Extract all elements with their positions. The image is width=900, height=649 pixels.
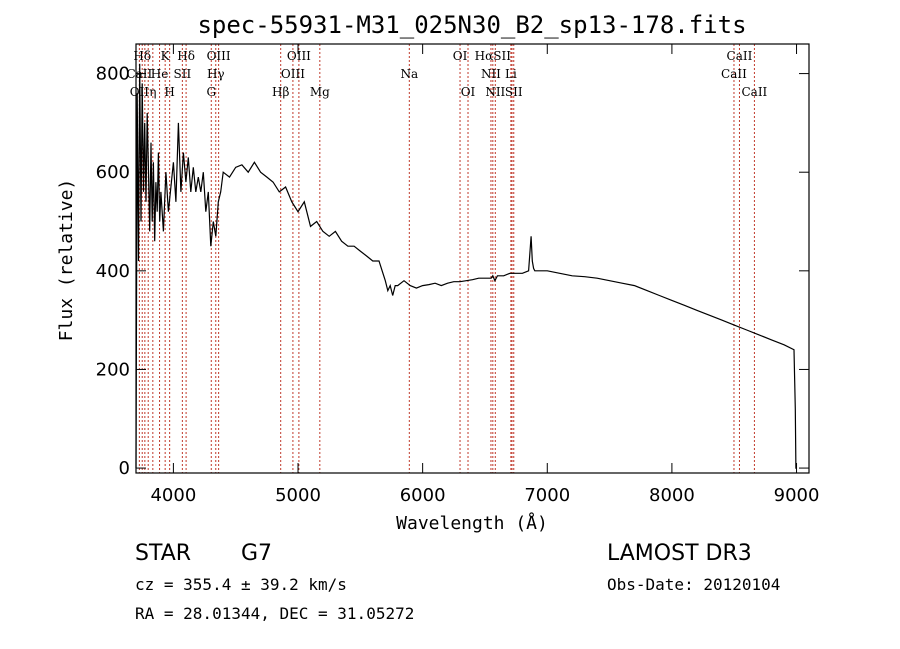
y-tick-label: 600 [96,162,130,183]
line-marker-label: NII [485,85,505,99]
line-marker-label: OI [453,49,468,63]
y-tick-label: 200 [96,359,130,380]
x-axis-label: Wavelength (Å) [396,512,548,534]
line-marker-label: HαSII [475,49,512,63]
x-axis-ticks: 4000 5000 6000 7000 8000 9000 [150,44,819,506]
emission-line-labels: Hδ K Hδ OIII OIII OI HαSII CaII CaII He SII Hγ OIII N… [126,49,767,99]
x-tick-label: 7000 [524,485,570,506]
line-marker-label: CaII [721,67,747,81]
redshift-info: cz = 355.4 ± 39.2 km/s [135,575,347,594]
line-marker-label: Na [400,67,418,81]
emission-line-markers [138,44,755,473]
line-marker-label: η [149,85,156,99]
x-tick-label: 8000 [649,485,695,506]
line-marker-label: Hδ [177,49,195,63]
line-marker-label: CaII [741,85,767,99]
line-marker-label: CaII [727,49,753,63]
line-marker-label: OIII [207,49,231,63]
line-marker-label: H [164,85,174,99]
line-marker-label: Hβ [272,85,289,99]
line-marker-label: SII [174,67,192,81]
x-tick-label: 9000 [774,485,820,506]
observation-date: Obs-Date: 20120104 [607,575,780,594]
y-tick-label: 800 [96,64,130,85]
coordinates-info: RA = 28.01344, DEC = 31.05272 [135,604,414,623]
line-marker-label: NII [481,67,501,81]
line-marker-label: He [151,67,169,81]
object-class: STAR [135,541,191,566]
y-axis-label: Flux (relative) [56,179,77,342]
line-marker-label: SII [505,85,523,99]
spectrum-line [135,63,797,469]
line-marker-label: Hγ [207,67,225,81]
line-marker-label: OIII [287,49,311,63]
line-marker-label: G [206,85,216,99]
line-marker-label: K [161,49,171,63]
survey-label: LAMOST DR3 [607,541,752,566]
line-marker-label: Hδ [133,49,151,63]
object-subclass: G7 [241,541,272,566]
y-tick-label: 400 [96,261,130,282]
x-tick-label: 6000 [400,485,446,506]
x-tick-label: 5000 [275,485,321,506]
y-axis-ticks: 0 200 400 600 800 [96,64,809,479]
line-marker-label: Li [505,67,517,81]
y-tick-label: 0 [119,458,130,479]
line-marker-label: OI [461,85,476,99]
x-tick-label: 4000 [150,485,196,506]
plot-frame [135,43,810,474]
line-marker-label: OIII [281,67,305,81]
line-marker-label: Mg [310,85,330,99]
chart-title: spec-55931-M31_025N30_B2_sp13-178.fits [197,11,746,39]
